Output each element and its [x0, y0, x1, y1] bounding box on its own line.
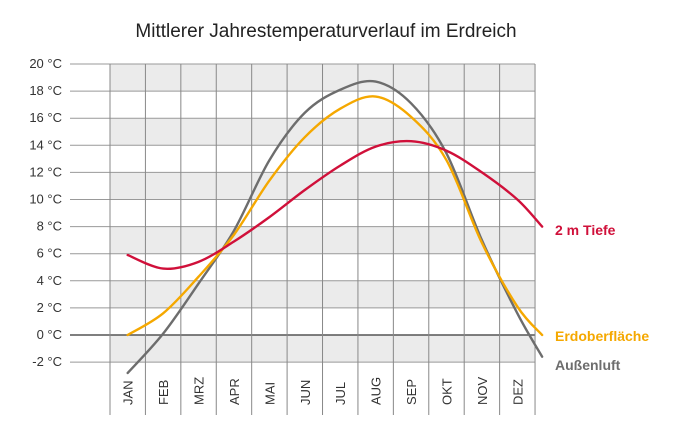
x-tick-label: OKT — [439, 378, 454, 405]
series-label: Außenluft — [555, 357, 621, 373]
x-tick-label: MRZ — [192, 377, 207, 405]
series-lines — [126, 79, 544, 375]
series-labels: 2 m Tiefe Erdoberfläche Außenluft — [555, 222, 649, 373]
series-line — [126, 95, 544, 337]
x-axis-ticks: JAN FEB MRZ APR MAI JUN JUL AUG SEP OKT NOV DEZ — [121, 376, 526, 405]
x-tick-label: JUN — [298, 380, 313, 405]
x-tick-label: SEP — [404, 379, 419, 405]
x-tick-label: NOV — [475, 376, 490, 405]
x-tick-label: APR — [227, 378, 242, 405]
x-tick-label: AUG — [369, 377, 384, 405]
y-tick-label: 8 °C — [37, 219, 62, 234]
x-tick-label: JUL — [333, 382, 348, 405]
y-tick-label: 6 °C — [37, 246, 62, 261]
series-label: Erdoberfläche — [555, 328, 649, 344]
series-label: 2 m Tiefe — [555, 222, 616, 238]
x-tick-label: FEB — [156, 380, 171, 405]
chart-title: Mittlerer Jahrestemperaturverlauf im Erd… — [135, 21, 516, 42]
y-tick-label: 14 °C — [29, 137, 62, 152]
y-tick-label: -2 °C — [32, 354, 62, 369]
y-tick-label: 16 °C — [29, 110, 62, 125]
y-tick-label: 10 °C — [29, 192, 62, 207]
y-tick-label: 0 °C — [37, 327, 62, 342]
y-tick-label: 12 °C — [29, 164, 62, 179]
x-tick-label: DEZ — [510, 379, 525, 405]
y-tick-label: 20 °C — [29, 56, 62, 71]
x-tick-label: JAN — [121, 380, 136, 405]
grid-lines — [70, 63, 536, 415]
y-tick-label: 18 °C — [29, 83, 62, 98]
y-tick-label: 2 °C — [37, 300, 62, 315]
y-axis-ticks: 20 °C 18 °C 16 °C 14 °C 12 °C 10 °C 8 °C 6 °C 4 … — [29, 56, 62, 369]
y-tick-label: 4 °C — [37, 273, 62, 288]
x-tick-label: MAI — [262, 382, 277, 405]
series-line — [126, 139, 544, 271]
